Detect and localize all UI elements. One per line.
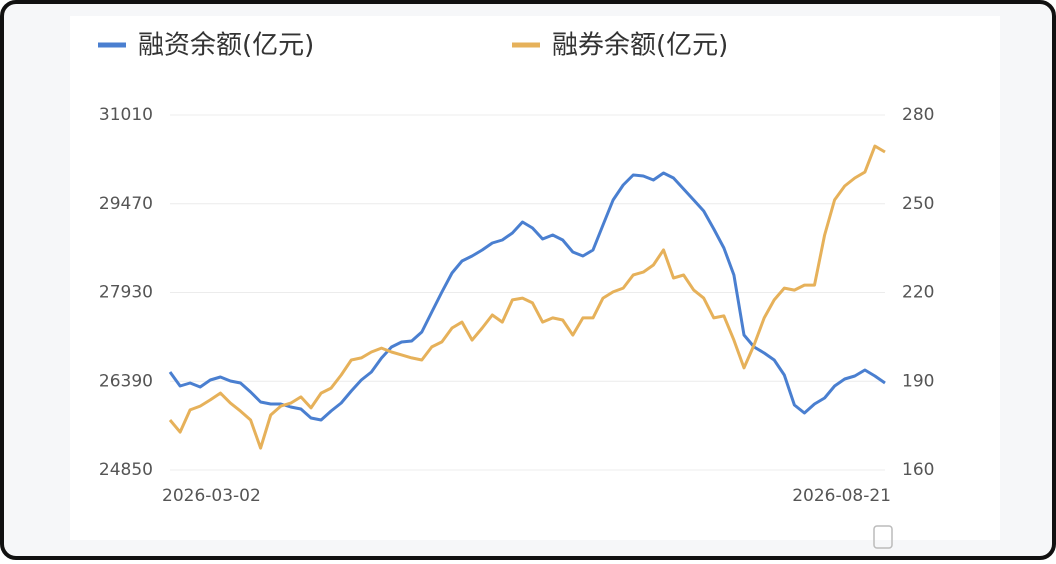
y2-tick-label: 160: [902, 460, 934, 480]
y-tick-label: 27930: [99, 283, 153, 303]
icon: [873, 525, 893, 549]
y-tick-label: 29470: [99, 194, 153, 214]
legend-label: 融券余额(亿元): [552, 31, 728, 61]
y-tick-label: 24850: [99, 460, 153, 480]
x-tick-label: 2026-03-02: [162, 486, 261, 506]
y-tick-label: 26390: [99, 371, 153, 391]
legend-label: 融资余额(亿元): [138, 31, 314, 61]
series-line: [168, 144, 886, 450]
y2-tick-label: 250: [902, 194, 934, 214]
x-tick-label: 2026-08-21: [792, 486, 891, 506]
card: [70, 16, 1000, 540]
y2-tick-label: 280: [902, 105, 934, 125]
y2-tick-label: 220: [902, 283, 934, 303]
y-tick-label: 31010: [99, 105, 153, 125]
y2-tick-label: 190: [902, 371, 934, 391]
series-line: [168, 171, 886, 422]
